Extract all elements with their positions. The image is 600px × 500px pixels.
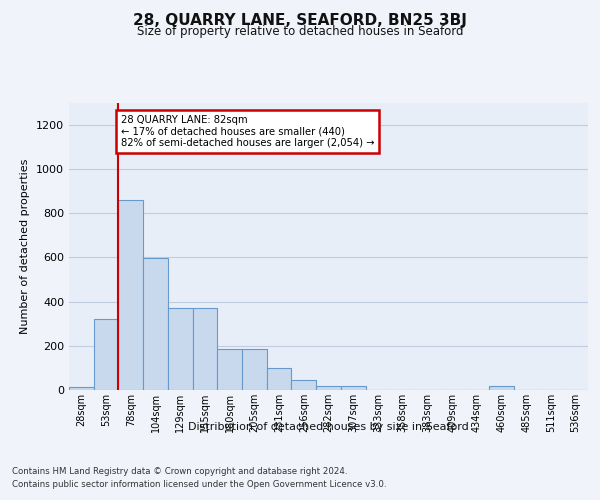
Bar [316, 386, 341, 390]
Bar [118, 200, 143, 390]
Bar [168, 308, 193, 390]
Bar [267, 368, 292, 390]
Bar [217, 349, 242, 390]
Text: Size of property relative to detached houses in Seaford: Size of property relative to detached ho… [137, 25, 463, 38]
Text: 28, QUARRY LANE, SEAFORD, BN25 3BJ: 28, QUARRY LANE, SEAFORD, BN25 3BJ [133, 12, 467, 28]
Bar [341, 386, 365, 390]
Bar [292, 380, 316, 390]
Bar [94, 319, 118, 390]
Bar [143, 258, 168, 390]
Text: Distribution of detached houses by size in Seaford: Distribution of detached houses by size … [188, 422, 469, 432]
Text: 28 QUARRY LANE: 82sqm
← 17% of detached houses are smaller (440)
82% of semi-det: 28 QUARRY LANE: 82sqm ← 17% of detached … [121, 114, 374, 148]
Bar [242, 349, 267, 390]
Y-axis label: Number of detached properties: Number of detached properties [20, 158, 31, 334]
Bar [69, 386, 94, 390]
Text: Contains HM Land Registry data © Crown copyright and database right 2024.: Contains HM Land Registry data © Crown c… [12, 468, 347, 476]
Bar [193, 308, 217, 390]
Bar [489, 386, 514, 390]
Text: Contains public sector information licensed under the Open Government Licence v3: Contains public sector information licen… [12, 480, 386, 489]
